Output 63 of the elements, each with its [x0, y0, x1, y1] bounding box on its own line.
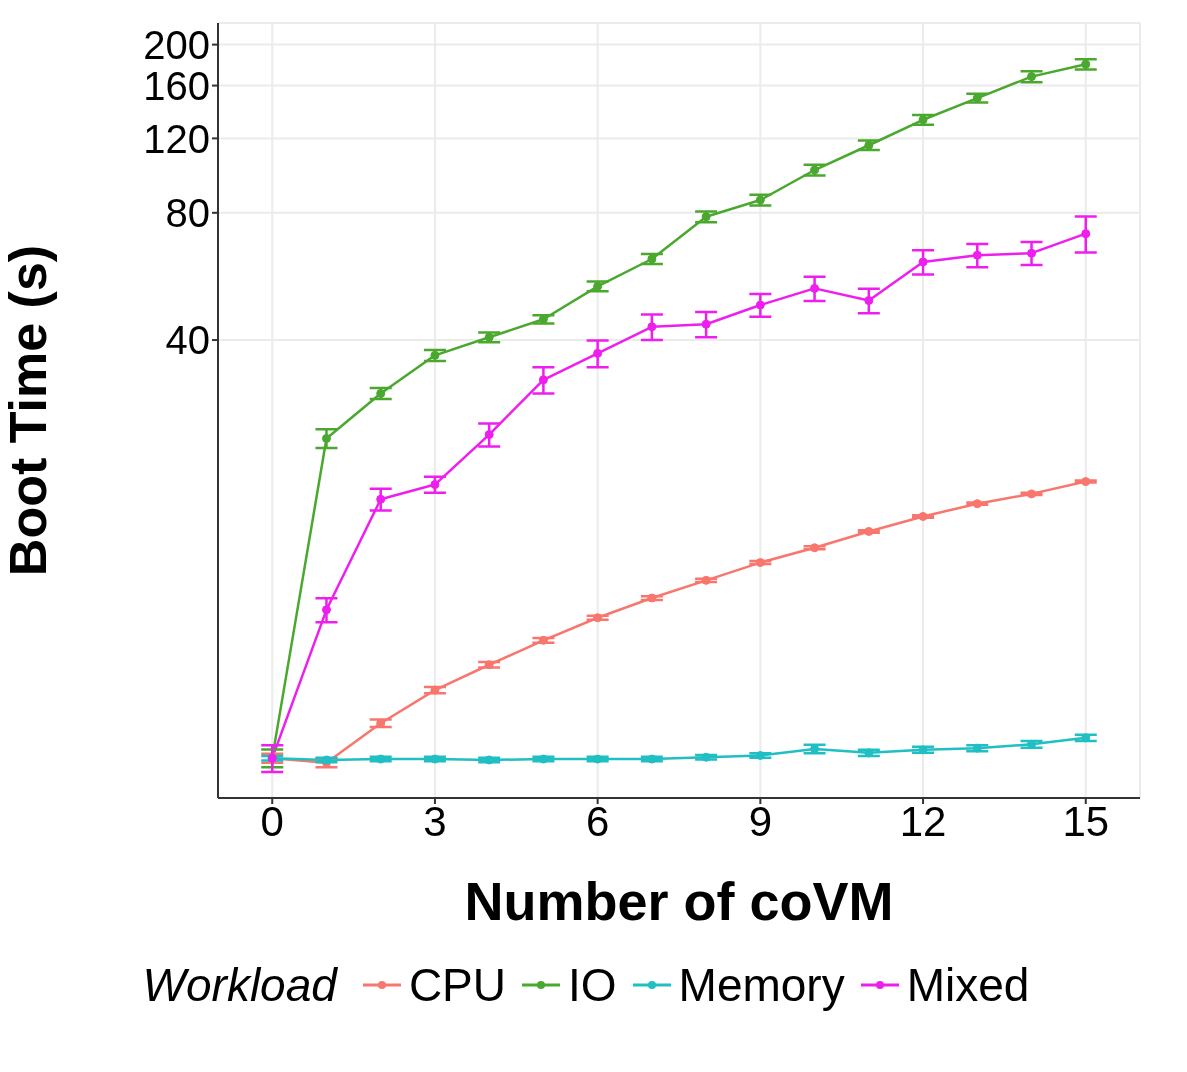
x-tick-label: 3 — [423, 797, 447, 845]
point — [864, 526, 874, 536]
point — [755, 300, 765, 310]
point — [864, 140, 874, 150]
x-tick-label: 12 — [899, 797, 947, 845]
point — [538, 635, 548, 645]
x-tick-label: 9 — [748, 797, 773, 845]
point — [810, 165, 820, 175]
point — [484, 430, 494, 440]
legend-label: Memory — [678, 958, 845, 1012]
point — [810, 543, 820, 553]
point — [864, 748, 874, 758]
point — [1027, 489, 1037, 499]
y-tick-label: 80 — [165, 191, 210, 236]
y-axis-title: Boot Time (s) — [0, 244, 58, 577]
legend-label: Mixed — [906, 958, 1030, 1012]
x-axis-title: Number of coVM — [464, 871, 894, 931]
point — [972, 499, 982, 509]
point — [593, 281, 603, 291]
point — [864, 296, 874, 306]
point — [376, 388, 386, 398]
point — [484, 332, 494, 342]
x-tick-label: 15 — [1062, 797, 1110, 845]
point — [1027, 72, 1037, 82]
y-tick-label: 40 — [165, 318, 210, 363]
point — [321, 605, 331, 615]
point — [484, 660, 494, 670]
point — [593, 348, 603, 358]
point — [701, 319, 711, 329]
point — [918, 257, 928, 267]
point — [755, 750, 765, 760]
point — [755, 558, 765, 568]
point — [538, 375, 548, 385]
point — [918, 511, 928, 521]
x-tick-label: 0 — [260, 797, 284, 845]
point — [701, 212, 711, 222]
point — [321, 433, 331, 443]
point — [918, 115, 928, 125]
point — [972, 743, 982, 753]
point — [1081, 59, 1091, 69]
y-tick-label: 120 — [143, 116, 210, 161]
legend-title: Workload — [142, 958, 337, 1012]
point — [1027, 248, 1037, 258]
point — [972, 250, 982, 260]
point — [593, 613, 603, 623]
point — [755, 195, 765, 205]
point — [647, 254, 657, 264]
point — [810, 283, 820, 293]
legend-label: CPU — [408, 958, 506, 1012]
x-tick-label: 6 — [585, 797, 610, 845]
point — [701, 752, 711, 762]
legend-label: IO — [568, 958, 617, 1012]
point — [647, 322, 657, 332]
point — [430, 480, 440, 490]
point — [1081, 733, 1091, 743]
point — [918, 745, 928, 755]
point — [701, 575, 711, 585]
point — [1081, 229, 1091, 239]
point — [1081, 477, 1091, 487]
point — [647, 593, 657, 603]
point — [376, 494, 386, 504]
point — [430, 685, 440, 695]
point — [430, 350, 440, 360]
